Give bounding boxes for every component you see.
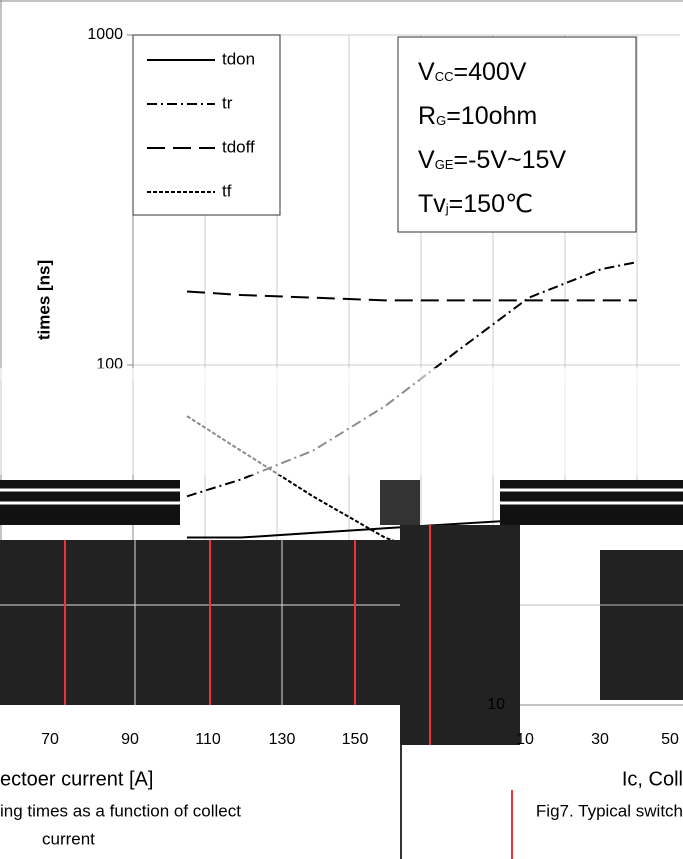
series-line [186, 290, 637, 302]
annotation-part: CC [435, 69, 454, 84]
glitch-band [380, 480, 420, 525]
bottom-left [0, 705, 400, 859]
annotation-part: V [418, 58, 435, 86]
legend-box [132, 34, 281, 216]
legend-label: tdon [222, 49, 255, 68]
fragment-tick: 70 [41, 731, 59, 748]
dark-panel [600, 550, 683, 700]
glitch-band [0, 380, 683, 475]
annotation-part: =400V [453, 58, 526, 86]
fragment-text: Fig7. Typical switch [536, 801, 683, 820]
fragment-text: Ic, Coll [622, 768, 683, 790]
annotation-part: G [436, 113, 446, 128]
annotation-part: V [418, 146, 435, 174]
legend-label: tdoff [222, 137, 255, 156]
dark-panel [0, 540, 400, 705]
annotation-part: j [445, 201, 449, 216]
fragment-ytick: 10 [487, 696, 505, 713]
glitch-band [0, 368, 683, 380]
fragment-tick: 10 [516, 731, 534, 748]
fragment-tick: 150 [342, 731, 369, 748]
annotation-part: =-5V~15V [453, 146, 566, 174]
annotation-part: =150℃ [449, 190, 533, 218]
legend-label: tr [222, 93, 233, 112]
annotation: VCC=400V [418, 58, 527, 86]
annotation-part: R [418, 102, 436, 130]
fragment-tick: 30 [591, 731, 609, 748]
annotation-part: GE [435, 157, 454, 172]
fragment-text: current [42, 829, 95, 848]
y-tick-label: 1000 [87, 26, 123, 43]
annotation: Tvj=150℃ [418, 190, 533, 218]
annotation-part: =10ohm [446, 102, 537, 130]
annotation: RG=10ohm [418, 102, 537, 130]
fragment-tick: 50 [661, 731, 679, 748]
fragment-tick: 110 [195, 731, 221, 748]
fragment-text: ing times as a function of collect [0, 801, 241, 820]
fragment-tick: 130 [269, 731, 296, 748]
glitch-overlay [0, 368, 683, 859]
legend-label: tf [222, 181, 232, 200]
bottom-right [400, 745, 683, 859]
annotation-part: Tv [418, 190, 446, 218]
y-axis-label: times [ns] [34, 260, 53, 340]
fragments: ectoer current [A] ing times as a functi… [0, 696, 683, 848]
annotation-box [397, 36, 637, 233]
fragment-text: ectoer current [A] [0, 768, 153, 790]
dark-panel [400, 525, 520, 745]
fragment-tick: 90 [121, 731, 139, 748]
annotation: VGE=-5V~15V [418, 146, 566, 174]
